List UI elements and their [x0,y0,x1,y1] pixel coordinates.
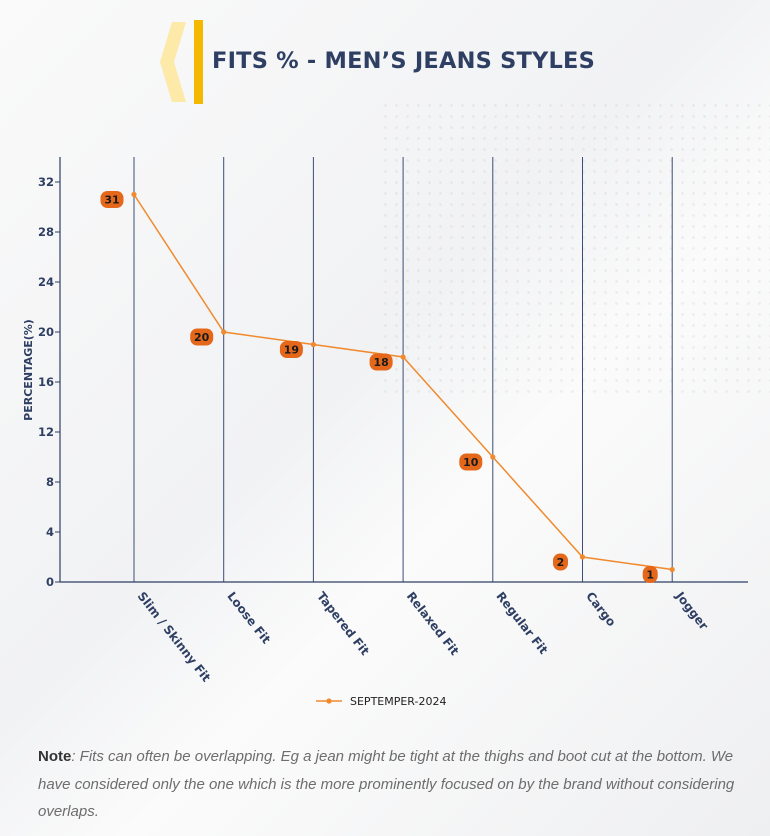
data-label: 1 [646,569,654,582]
x-tick-label: Loose Fit [224,589,273,646]
data-label-bg [279,341,303,358]
x-tick-label: Relaxed Fit [404,589,462,658]
data-label: 10 [463,456,479,469]
x-tick-label: Jogger [672,588,711,632]
x-tick-label: Tapered Fit [314,589,372,658]
data-label: 19 [284,344,299,357]
legend-label: SEPTEMPER-2024 [350,695,446,708]
footnote: Note: Fits can often be overlapping. Eg … [38,743,738,826]
y-tick-label: 28 [38,225,54,239]
y-tick-label: 12 [38,425,54,439]
y-axis-title: PERCENTAGE(%) [22,319,35,421]
data-point [131,191,137,198]
data-label-bg [459,453,483,471]
data-point [310,341,316,348]
data-label-bg [100,191,124,208]
note-text: : Fits can often be overlapping. Eg a je… [38,748,735,820]
x-tick-label: Slim / Skinny Fit [135,589,214,684]
data-label: 2 [557,556,565,569]
y-tick-label: 4 [46,525,54,539]
background-dot-pattern [380,100,770,400]
data-label-bg [553,553,568,571]
legend-marker [326,698,332,704]
data-point [490,454,496,460]
data-label-bg [642,566,658,583]
y-tick-label: 8 [46,475,54,489]
data-label: 20 [194,331,210,344]
data-point [221,329,227,335]
y-tick-label: 0 [46,575,54,589]
title-chevron-decoration [160,20,203,104]
y-tick-label: 16 [38,375,54,389]
data-label: 31 [104,194,119,207]
y-tick-label: 20 [38,325,54,339]
x-tick-label: Cargo [583,589,618,629]
note-label: Note [38,748,72,765]
x-tick-label: Regular Fit [493,589,550,657]
chart-title: FITS % - MEN’S JEANS STYLES [212,48,596,74]
y-tick-label: 24 [38,275,54,289]
data-point [579,554,586,560]
data-label-bg [190,328,214,346]
data-label-bg [369,353,393,371]
data-point [400,354,406,360]
data-point [669,566,675,573]
data-label: 18 [373,356,388,369]
y-tick-label: 32 [38,175,54,189]
